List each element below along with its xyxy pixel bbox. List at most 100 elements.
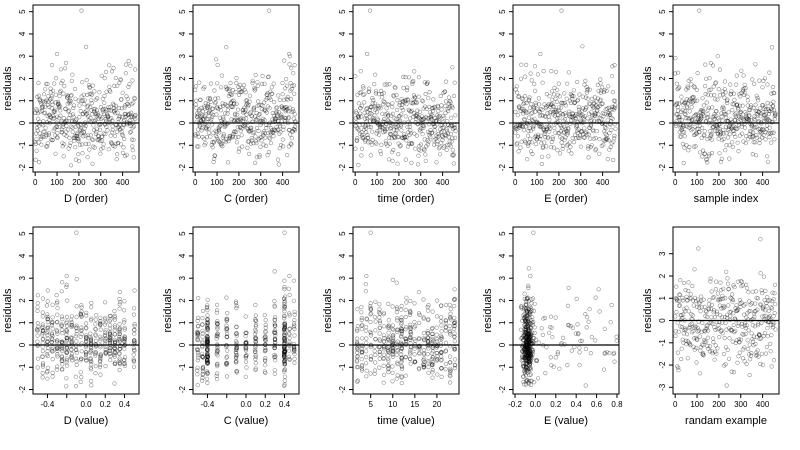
data-point	[239, 126, 244, 131]
data-point	[421, 117, 426, 122]
data-point	[212, 153, 217, 158]
data-point	[613, 126, 618, 131]
data-point	[767, 125, 772, 130]
data-point	[57, 105, 62, 110]
data-point	[427, 104, 432, 109]
data-point	[361, 127, 367, 132]
data-point	[604, 133, 609, 138]
data-point	[540, 107, 545, 112]
data-point	[209, 142, 214, 148]
data-point	[255, 83, 261, 88]
data-point	[229, 100, 234, 105]
data-point	[417, 109, 423, 114]
data-point	[677, 130, 682, 135]
data-point	[751, 81, 757, 86]
data-point	[64, 332, 69, 337]
data-point	[537, 123, 542, 128]
data-point	[681, 124, 686, 129]
y-tick-label: 3	[178, 275, 187, 280]
x-tick-label: 0.0	[80, 400, 92, 409]
data-point	[725, 100, 730, 106]
data-point	[209, 117, 214, 122]
data-point	[425, 116, 430, 121]
data-point	[208, 134, 213, 139]
x-tick-label: 200	[712, 400, 726, 409]
data-point	[448, 131, 454, 137]
data-point	[444, 79, 449, 84]
data-point	[443, 132, 448, 137]
data-point	[729, 140, 735, 145]
data-point	[588, 123, 594, 128]
data-point	[90, 112, 95, 117]
data-point	[405, 97, 410, 103]
data-point	[123, 154, 128, 159]
data-point	[79, 94, 84, 99]
data-point	[41, 92, 47, 97]
data-point	[429, 117, 434, 122]
y-tick-label: 4	[338, 253, 347, 258]
y-tick-label: 1	[338, 320, 347, 325]
data-point	[112, 108, 117, 114]
data-point	[72, 86, 78, 92]
data-point	[282, 118, 287, 123]
data-point	[87, 84, 92, 90]
data-point	[584, 90, 589, 95]
data-point	[554, 120, 559, 125]
data-point	[580, 106, 586, 111]
data-point	[718, 280, 723, 285]
data-point	[66, 115, 71, 121]
data-point	[399, 352, 404, 357]
data-point	[383, 129, 388, 134]
data-point	[390, 111, 396, 116]
data-point	[275, 112, 280, 117]
data-point	[97, 365, 103, 370]
data-point	[54, 293, 59, 298]
data-point	[437, 113, 442, 119]
data-point	[291, 298, 297, 303]
data-point	[193, 84, 199, 89]
data-point	[99, 73, 104, 78]
data-point	[434, 325, 439, 330]
data-point	[110, 127, 115, 132]
data-point	[118, 78, 123, 83]
data-point	[257, 102, 262, 108]
data-point	[292, 91, 297, 96]
data-point	[105, 115, 110, 120]
data-point	[281, 106, 286, 111]
data-point	[98, 121, 103, 126]
y-tick-label: 1	[18, 98, 27, 103]
data-point	[577, 110, 582, 115]
data-point	[394, 127, 399, 133]
data-point	[85, 104, 90, 109]
data-point	[377, 123, 382, 129]
data-point	[395, 161, 400, 166]
y-tick-label: -1	[18, 141, 27, 149]
data-point	[547, 129, 552, 134]
data-point	[426, 365, 431, 370]
data-point	[375, 116, 380, 121]
data-point	[587, 125, 592, 130]
data-point	[119, 129, 124, 134]
data-point	[522, 93, 528, 99]
data-point	[212, 88, 217, 93]
data-point	[283, 109, 288, 114]
data-point	[246, 127, 251, 132]
data-point	[265, 153, 270, 158]
data-point	[534, 137, 540, 142]
data-point	[435, 372, 440, 377]
data-point	[538, 136, 543, 142]
data-point	[242, 124, 247, 129]
data-point	[533, 109, 538, 114]
data-point	[404, 300, 409, 305]
data-point	[247, 93, 252, 98]
data-point	[236, 134, 241, 140]
data-point	[83, 141, 88, 146]
data-point	[279, 104, 284, 109]
data-point	[403, 307, 408, 313]
data-point	[253, 72, 258, 78]
data-point	[253, 139, 258, 144]
data-point	[374, 109, 380, 115]
data-point	[514, 142, 519, 147]
y-axis-label: residuals	[642, 288, 654, 333]
